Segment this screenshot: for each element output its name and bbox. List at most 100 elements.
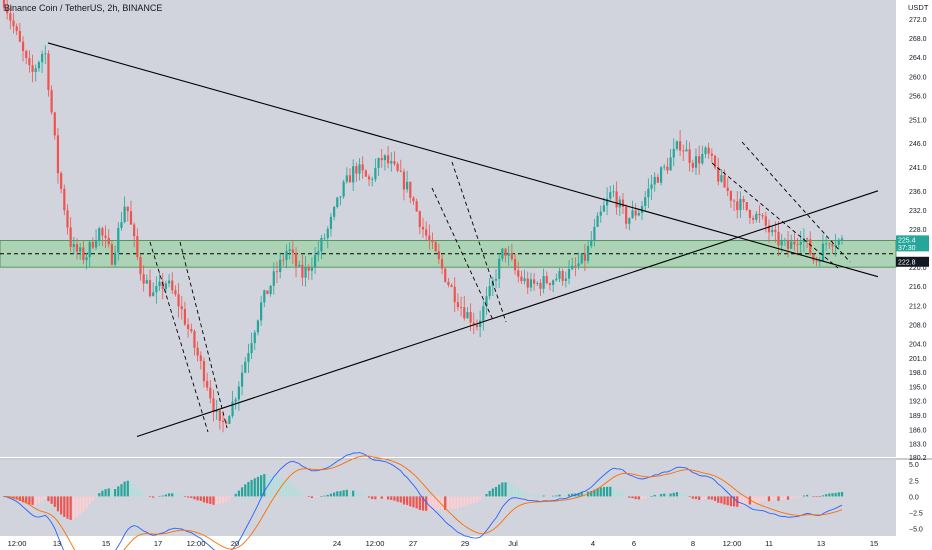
candle-body (269, 285, 272, 295)
time-axis[interactable]: 12:00 13 15 17 12:00 20 24 12:00 27 29 Jul 4 6 8 12:00… (8, 539, 879, 548)
macd-histogram-bar (329, 493, 333, 497)
macd-histogram-bar (339, 491, 342, 497)
candle-body (418, 211, 421, 227)
candle-body (783, 239, 786, 241)
candle-body (37, 62, 41, 69)
candle-body (539, 282, 542, 289)
candle-body (34, 68, 37, 72)
candle-body (98, 228, 101, 241)
candle-body (342, 181, 345, 197)
macd-histogram-bar (742, 496, 745, 505)
channel-line[interactable] (149, 241, 209, 433)
channel-line[interactable] (431, 187, 494, 321)
macd-histogram-bar (342, 490, 345, 497)
macd-histogram-bar (406, 496, 409, 505)
candle-body (472, 322, 475, 325)
candle-body (637, 212, 640, 216)
trendline[interactable] (136, 190, 879, 438)
candle-body (545, 276, 548, 284)
macd-histogram-bar (786, 496, 790, 500)
macd-histogram-bar (358, 492, 361, 497)
macd-histogram-bar (796, 496, 799, 498)
candle-body (548, 283, 552, 285)
price-tick-label: 201.0 (909, 356, 927, 363)
candle-body (352, 166, 355, 183)
candle-body (148, 280, 152, 297)
candle-body (593, 226, 596, 241)
candle-body (409, 181, 412, 198)
candle-body (234, 399, 237, 402)
channel-line[interactable] (741, 141, 851, 263)
candle-body (536, 282, 539, 284)
price-tick-label: 260.0 (909, 74, 927, 81)
macd-histogram-bar (158, 495, 161, 497)
macd-histogram-bar (53, 496, 56, 507)
candle-body (688, 149, 691, 163)
macd-histogram-bar (440, 496, 444, 510)
candle-body (364, 170, 367, 177)
candle-body (625, 206, 628, 224)
macd-histogram-bar (532, 495, 536, 497)
macd-histogram-bar (685, 494, 688, 497)
macd-histogram-bar (777, 496, 780, 501)
price-tick-label: 208.0 (909, 322, 927, 329)
macd-histogram-bar (234, 493, 237, 497)
candle-body (380, 158, 383, 161)
macd-histogram-bar (501, 482, 504, 497)
candle-body (412, 197, 415, 202)
main-pane[interactable] (0, 0, 897, 457)
macd-histogram-bar (317, 496, 320, 498)
currency-label: USDT (908, 3, 929, 12)
macd-histogram-bar (691, 496, 694, 499)
candle-body (701, 154, 704, 164)
macd-histogram-bar (590, 490, 593, 497)
candle-body (333, 207, 336, 217)
price-axis[interactable]: 272.0 268.0 264.0 260.0 256.0 251.0 246.0 241.0… (909, 17, 927, 462)
time-tick-label: 13 (817, 539, 825, 548)
macd-histogram-bar (466, 496, 469, 505)
macd-histogram-bar (802, 495, 806, 497)
candle-body (136, 236, 139, 258)
macd-histogram-bar (418, 496, 421, 510)
trendline[interactable] (47, 42, 879, 278)
candle-body (475, 324, 479, 328)
macd-axis[interactable]: 5.0 2.5 0.0 −2.5 −5.0 (909, 462, 923, 533)
macd-histogram-bar (809, 495, 812, 497)
candle-body (488, 286, 491, 297)
candle-body (183, 309, 187, 325)
macd-histogram-bar (672, 492, 675, 497)
candle-body (158, 281, 161, 287)
candle-body (161, 281, 164, 289)
candle-body (479, 320, 482, 328)
macd-histogram-bar (336, 491, 339, 497)
macd-histogram-bar (675, 492, 679, 497)
price-tick-label: 236.0 (909, 189, 927, 196)
channel-line[interactable] (451, 161, 507, 323)
macd-histogram-bar (40, 496, 44, 502)
macd-histogram-bar (25, 496, 28, 504)
price-tick-label: 246.0 (909, 141, 927, 148)
channel-line[interactable] (711, 162, 839, 269)
candle-body (771, 229, 774, 233)
macd-histogram-bar (815, 496, 818, 497)
channel-line[interactable] (179, 241, 228, 429)
macd-histogram-bar (367, 496, 371, 498)
candle-body (739, 199, 742, 211)
candle-body (221, 420, 225, 422)
candle-body (272, 271, 275, 286)
candle-body (552, 280, 555, 285)
candle-body (720, 175, 723, 182)
macd-histogram-bar (828, 493, 831, 497)
candle-body (777, 231, 780, 246)
macd-histogram-bar (428, 496, 431, 511)
price-tick-label: 216.0 (909, 284, 927, 291)
macd-pane[interactable] (0, 452, 896, 550)
candle-body (91, 242, 94, 248)
candle-body (523, 278, 526, 282)
candle-body (774, 229, 777, 232)
macd-histogram-bar (183, 496, 187, 497)
macd-histogram-bar (688, 496, 691, 497)
macd-histogram-bar (504, 482, 507, 497)
candle-body (139, 257, 142, 275)
